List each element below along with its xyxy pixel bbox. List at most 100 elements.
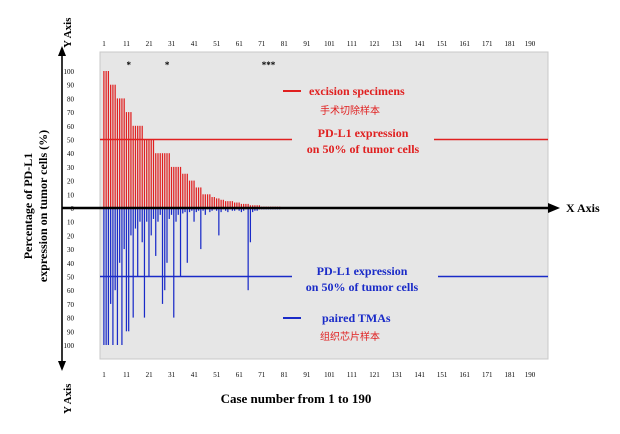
plot-area — [99, 51, 549, 360]
tma-bar — [157, 208, 159, 222]
tma-bar — [166, 208, 168, 263]
tma-bar — [139, 208, 141, 222]
threshold-lines — [100, 138, 548, 278]
x-tick-label-top: 1 — [102, 40, 106, 48]
excision-bar — [197, 187, 200, 208]
x-tick-label-bottom: 190 — [525, 371, 536, 379]
tma-bar — [243, 208, 245, 211]
tma-bar — [209, 208, 211, 213]
excision-bar — [170, 166, 173, 208]
x-tick-label-top: 41 — [191, 40, 199, 48]
tma-bar — [211, 208, 213, 211]
excision-bar — [146, 139, 148, 208]
threshold-top-line1: PD-L1 expression — [318, 126, 409, 140]
excision-bar — [152, 139, 155, 208]
excision-bar — [143, 139, 146, 208]
x-tick-label-bottom: 81 — [281, 371, 289, 379]
tma-bar — [119, 208, 121, 263]
excision-bar — [186, 173, 188, 208]
y-tick-label: 60 — [67, 123, 75, 131]
tma-bar — [215, 208, 218, 211]
asterisk-mark: * — [127, 60, 132, 70]
x-tick-label-bottom: 111 — [347, 371, 357, 379]
tma-bar — [173, 208, 175, 318]
y-tick-label: 80 — [67, 315, 75, 323]
excision-bar — [166, 153, 168, 208]
x-tick-label-bottom: 161 — [459, 371, 470, 379]
tma-bar — [177, 208, 179, 215]
x-tick-label-bottom: 151 — [437, 371, 448, 379]
tma-bar — [130, 208, 132, 236]
tma-bar — [184, 208, 186, 213]
asterisk-mark: * — [165, 60, 170, 70]
tma-bar — [238, 208, 240, 211]
excision-bar — [184, 173, 186, 208]
tma-bar — [159, 208, 161, 215]
excision-bar — [182, 173, 184, 208]
tma-bar — [137, 208, 139, 277]
y-tick-label: 60 — [67, 287, 75, 295]
excision-bar — [132, 125, 134, 208]
excision-bar — [258, 205, 261, 208]
excision-bar — [222, 199, 224, 208]
excision-bar — [148, 139, 150, 208]
y-axis-arrowhead-bottom — [58, 361, 66, 371]
excision-bar — [179, 166, 182, 208]
y-axis-title-top: Y Axis — [62, 17, 74, 48]
tma-bar — [200, 208, 202, 250]
x-tick-label-bottom: 171 — [482, 371, 493, 379]
tma-bar — [252, 208, 254, 213]
tma-bar — [114, 208, 116, 291]
excision-bar — [121, 98, 123, 208]
tma-bar — [155, 208, 157, 256]
x-tick-label-bottom: 181 — [504, 371, 515, 379]
tma-bar — [141, 208, 143, 243]
excision-bar — [191, 180, 193, 208]
tma-bar — [182, 208, 184, 214]
excision-bar — [234, 202, 236, 208]
tma-bar — [234, 208, 236, 211]
excision-bar — [159, 153, 161, 208]
y-tick-labels: 0 10 20 30 40 50 60 70 80 90 100 10 20 30 40 50 60 70 80 90… — [64, 68, 75, 350]
x-tick-label-top: 190 — [525, 40, 536, 48]
excision-bar — [168, 153, 170, 208]
legend-tma-label: paired TMAs — [322, 311, 391, 325]
excision-bar — [202, 194, 204, 208]
y-axis-label-line2: expression on tumor cells (%) — [36, 130, 50, 282]
excision-bar — [213, 197, 215, 208]
excision-bar — [227, 201, 229, 208]
y-tick-label: 0 — [71, 205, 75, 213]
tma-bar — [197, 208, 200, 211]
excision-bar — [243, 203, 245, 208]
tma-bar — [150, 208, 152, 236]
significance-marks: * * *** — [127, 60, 276, 70]
legend-excision-label: excision specimens — [309, 84, 405, 98]
tma-bar — [195, 208, 197, 213]
y-tick-label: 70 — [67, 109, 75, 117]
excision-bar — [254, 205, 256, 208]
tma-bar — [110, 208, 112, 304]
tma-bar — [220, 208, 222, 213]
tma-bar — [152, 208, 155, 219]
x-tick-label-top: 81 — [281, 40, 289, 48]
y-tick-label: 40 — [67, 260, 75, 268]
tma-bar — [191, 208, 193, 211]
y-tick-label: 50 — [67, 137, 75, 145]
tma-bar — [249, 208, 252, 243]
excision-bar — [245, 203, 247, 208]
threshold-bottom-line1: PD-L1 expression — [317, 264, 408, 278]
excision-bar — [128, 112, 130, 208]
y-tick-label: 50 — [67, 274, 75, 282]
x-tick-label-top: 181 — [504, 40, 515, 48]
excision-bar — [200, 187, 202, 208]
x-tick-label-top: 131 — [392, 40, 403, 48]
y-tick-label: 10 — [67, 191, 75, 199]
x-tick-labels: 1111112121313141415151616171718181919110… — [102, 40, 536, 379]
excision-bar — [177, 166, 179, 208]
y-tick-label: 20 — [67, 232, 75, 240]
tma-bar — [204, 208, 206, 215]
tma-bar — [123, 208, 125, 250]
excision-bar — [119, 98, 121, 208]
